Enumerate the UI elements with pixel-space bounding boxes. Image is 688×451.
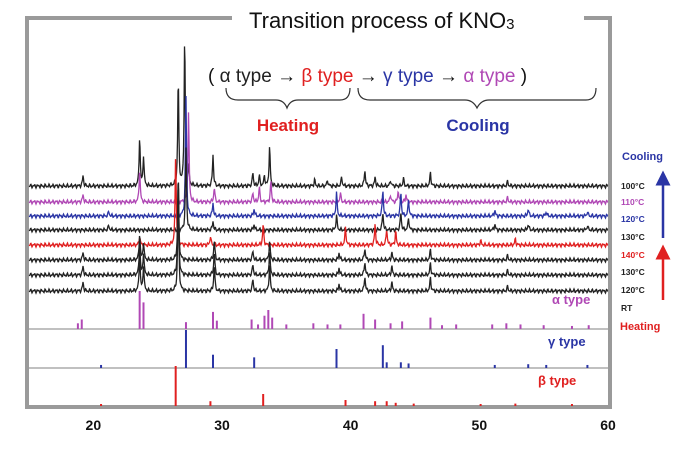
temperature-label: 130°C (621, 232, 645, 242)
x-tick-label: 40 (343, 417, 359, 433)
cooling-arrow-label: Cooling (622, 151, 663, 163)
temperature-label: RT (621, 303, 633, 313)
temperature-label: 120°C (621, 285, 645, 295)
reference-sticks (27, 291, 610, 407)
pattern-trace (28, 182, 609, 264)
x-tick-label: 60 (600, 417, 616, 433)
seq-beta: β type (301, 66, 353, 87)
pattern-trace (28, 147, 609, 234)
seq-gamma: γ type (383, 66, 434, 87)
pattern-trace (28, 46, 609, 190)
heating-brace (225, 87, 351, 110)
reference-labels: α type γ type β type (538, 292, 590, 388)
transition-sequence: ( α type → β type → γ type → α type ) (208, 66, 527, 87)
temperature-label: 100°C (621, 181, 645, 191)
seq-alpha-start: α type (220, 66, 272, 87)
temperature-label: 110°C (621, 197, 644, 207)
pattern-trace (28, 188, 609, 279)
x-tick-label: 50 (472, 417, 488, 433)
pattern-trace (28, 159, 609, 249)
x-tick-label: 20 (86, 417, 102, 433)
temperature-label: 130°C (621, 267, 645, 277)
heating-arrow-label: Heating (620, 321, 660, 333)
pattern-trace (28, 96, 609, 220)
reference-label: γ type (548, 334, 586, 349)
pattern-trace (28, 197, 609, 295)
x-tick-label: 30 (214, 417, 230, 433)
temperature-label: 120°C (621, 214, 645, 224)
heating-bracket-label: Heating (257, 116, 319, 135)
reference-label: β type (538, 373, 576, 388)
xrd-traces (28, 46, 609, 295)
reference-label: α type (552, 292, 590, 307)
seq-alpha-end: α type (463, 66, 515, 87)
temperature-label: 140°C (621, 250, 645, 260)
cooling-brace (357, 87, 597, 110)
chart-title: Transition process of KNO3 (249, 8, 515, 33)
cooling-bracket-label: Cooling (446, 116, 509, 135)
temperature-labels: 100°C 110°C 120°C 130°C 140°C 130°C 120°C RT (621, 181, 645, 313)
x-axis-ticks: 20 30 40 50 60 (86, 417, 616, 433)
pattern-trace (28, 112, 609, 206)
title-background (232, 4, 584, 34)
